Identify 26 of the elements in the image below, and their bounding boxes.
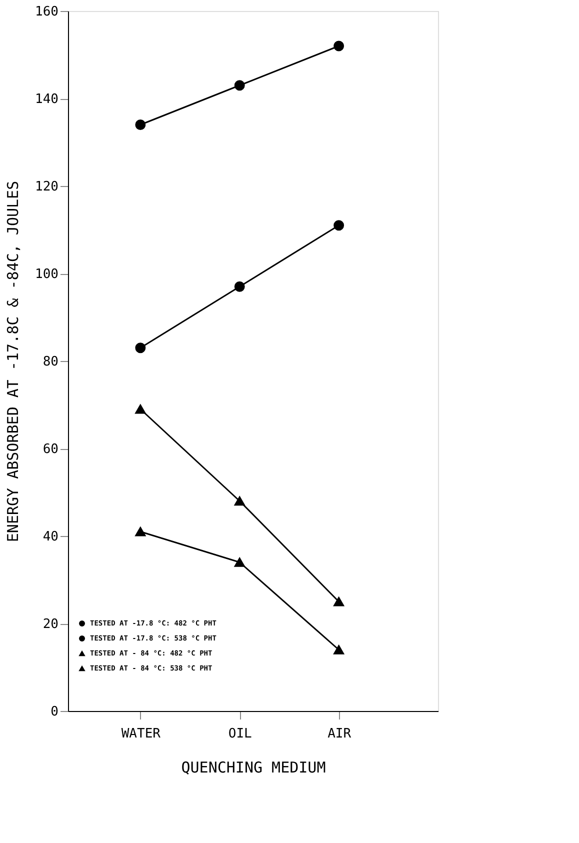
x-tick-label: OIL bbox=[228, 726, 252, 742]
x-tick-label: WATER bbox=[121, 726, 161, 742]
y-tick-label: 40 bbox=[42, 530, 58, 544]
y-tick-label: 80 bbox=[42, 354, 58, 370]
point bbox=[135, 404, 146, 414]
point bbox=[334, 597, 344, 606]
point bbox=[135, 120, 146, 130]
point bbox=[234, 496, 245, 506]
y-axis-title: ENERGY ABSORBED AT -17.8C & -84C, JOULES bbox=[4, 180, 22, 542]
y-tick-label: 160 bbox=[35, 4, 58, 20]
y-tick-label: 120 bbox=[35, 180, 58, 194]
point bbox=[234, 558, 245, 567]
y-tick-label: 0 bbox=[50, 704, 58, 720]
y-tick-label: 20 bbox=[42, 617, 58, 632]
point bbox=[334, 645, 344, 654]
point bbox=[334, 220, 344, 231]
x-axis-title: QUENCHING MEDIUM bbox=[181, 758, 326, 776]
point bbox=[334, 40, 344, 52]
point bbox=[135, 527, 146, 536]
y-tick-label: 60 bbox=[42, 442, 58, 457]
point bbox=[234, 281, 245, 292]
point bbox=[234, 80, 245, 91]
x-tick-label: AIR bbox=[328, 726, 352, 742]
y-tick-label: 140 bbox=[35, 92, 58, 107]
point bbox=[135, 342, 146, 354]
y-tick-label: 100 bbox=[35, 267, 58, 282]
